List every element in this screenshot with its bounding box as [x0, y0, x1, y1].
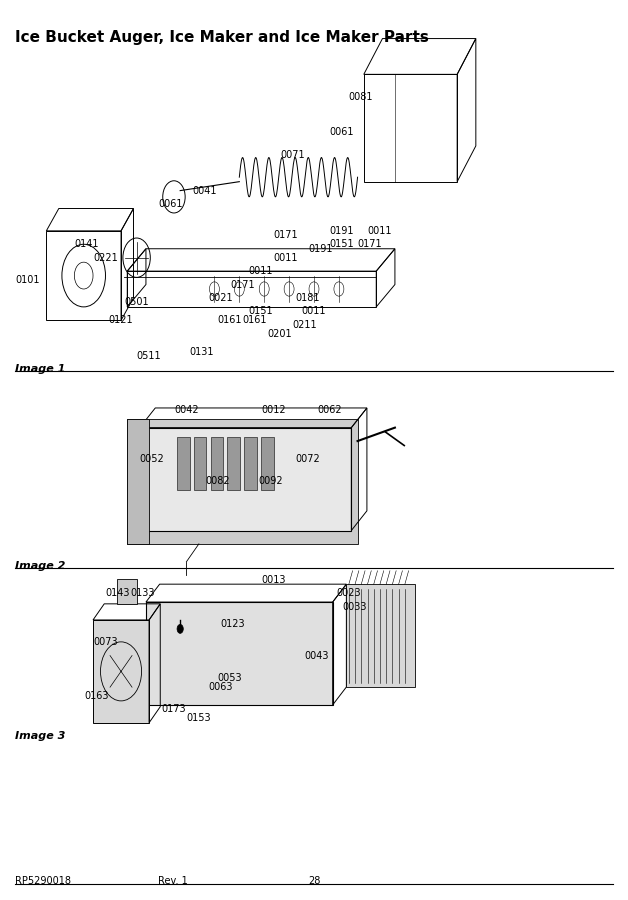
Polygon shape — [127, 418, 149, 544]
Polygon shape — [210, 436, 223, 491]
Text: 0043: 0043 — [305, 651, 329, 661]
Text: 0211: 0211 — [293, 320, 317, 329]
Text: 0171: 0171 — [230, 280, 255, 290]
Text: Ice Bucket Auger, Ice Maker and Ice Maker Parts: Ice Bucket Auger, Ice Maker and Ice Make… — [15, 30, 429, 45]
Text: 0041: 0041 — [193, 185, 217, 195]
Polygon shape — [127, 418, 357, 544]
Text: 0081: 0081 — [349, 92, 373, 102]
Polygon shape — [146, 602, 333, 705]
Text: 0153: 0153 — [187, 714, 211, 724]
Text: 0073: 0073 — [93, 637, 118, 647]
Text: 0143: 0143 — [106, 588, 130, 598]
Text: 0063: 0063 — [208, 682, 233, 692]
Text: 0201: 0201 — [268, 328, 292, 338]
Text: 0163: 0163 — [84, 691, 109, 701]
Polygon shape — [194, 436, 207, 491]
Text: 0121: 0121 — [109, 315, 133, 325]
Polygon shape — [347, 584, 415, 687]
Text: 0191: 0191 — [308, 244, 332, 254]
Polygon shape — [261, 436, 274, 491]
Text: Image 1: Image 1 — [15, 364, 65, 374]
Text: 0053: 0053 — [218, 673, 242, 683]
Text: 0033: 0033 — [342, 601, 367, 611]
Text: 0042: 0042 — [174, 405, 198, 415]
Polygon shape — [93, 620, 149, 723]
Circle shape — [177, 625, 183, 634]
Text: 0071: 0071 — [280, 149, 305, 160]
Text: RP5290018: RP5290018 — [15, 877, 71, 886]
Text: 0023: 0023 — [336, 588, 360, 598]
Text: 0061: 0061 — [159, 199, 183, 209]
Text: 0021: 0021 — [208, 292, 233, 303]
Text: 0221: 0221 — [93, 253, 118, 263]
Polygon shape — [244, 436, 257, 491]
Text: 0511: 0511 — [137, 351, 161, 361]
Text: 0123: 0123 — [221, 619, 246, 629]
Text: 0191: 0191 — [330, 226, 354, 236]
Text: 0173: 0173 — [161, 705, 187, 715]
Text: 0501: 0501 — [124, 297, 149, 308]
Text: 0141: 0141 — [75, 239, 99, 249]
Text: 0061: 0061 — [330, 128, 354, 138]
Text: 0101: 0101 — [16, 275, 40, 285]
Text: 0133: 0133 — [131, 588, 155, 598]
Text: Rev. 1: Rev. 1 — [158, 877, 188, 886]
Text: 0171: 0171 — [358, 239, 382, 249]
Text: 0181: 0181 — [296, 292, 320, 303]
Polygon shape — [227, 436, 240, 491]
Text: 0171: 0171 — [274, 230, 298, 240]
Text: Image 3: Image 3 — [15, 731, 65, 741]
Text: 0131: 0131 — [190, 346, 214, 356]
Text: 0151: 0151 — [330, 239, 354, 249]
Text: 0161: 0161 — [242, 315, 267, 325]
Polygon shape — [139, 428, 351, 530]
Text: 0011: 0011 — [367, 226, 392, 236]
Text: 0062: 0062 — [317, 405, 342, 415]
Text: 0013: 0013 — [261, 575, 286, 585]
Text: 0011: 0011 — [249, 266, 273, 276]
Text: Image 2: Image 2 — [15, 561, 65, 571]
Text: 0011: 0011 — [301, 306, 327, 317]
Polygon shape — [177, 436, 190, 491]
Text: 28: 28 — [308, 877, 320, 886]
Polygon shape — [117, 579, 137, 604]
Text: 0052: 0052 — [140, 454, 165, 464]
Text: 0082: 0082 — [205, 476, 230, 486]
Text: 0072: 0072 — [295, 454, 320, 464]
Text: 0011: 0011 — [274, 253, 298, 263]
Text: 0012: 0012 — [261, 405, 286, 415]
Text: 0151: 0151 — [249, 306, 273, 317]
Text: 0092: 0092 — [258, 476, 283, 486]
Text: 0161: 0161 — [218, 315, 242, 325]
